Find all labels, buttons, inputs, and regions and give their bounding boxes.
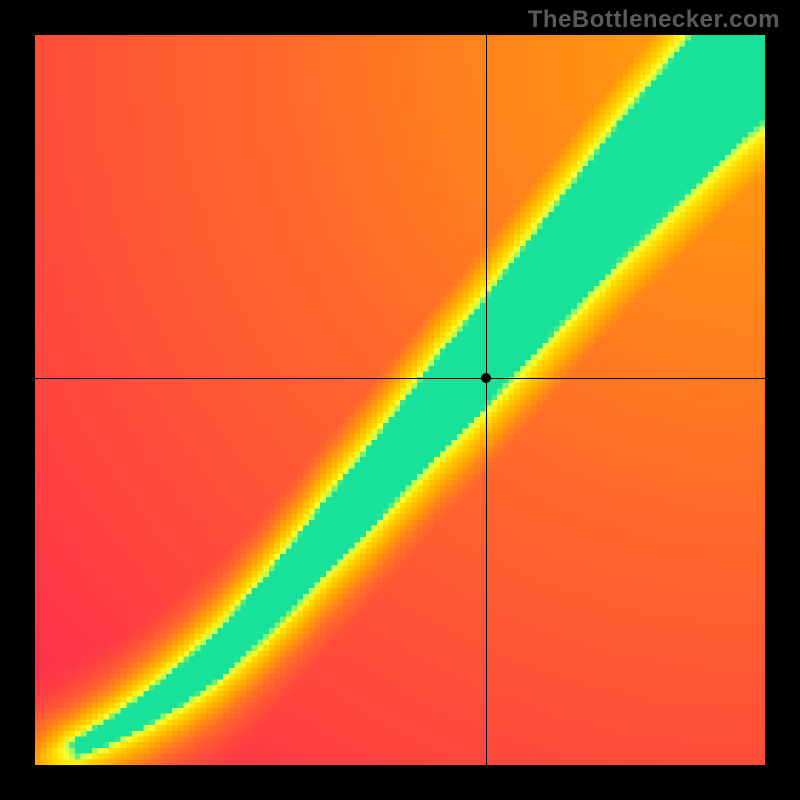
crosshair-marker — [481, 373, 491, 383]
watermark-text: TheBottlenecker.com — [528, 6, 780, 34]
heatmap-canvas — [35, 35, 765, 765]
chart-container: TheBottlenecker.com — [0, 0, 800, 800]
crosshair-vertical — [486, 35, 487, 765]
crosshair-horizontal — [35, 378, 765, 379]
heatmap-plot — [35, 35, 765, 765]
